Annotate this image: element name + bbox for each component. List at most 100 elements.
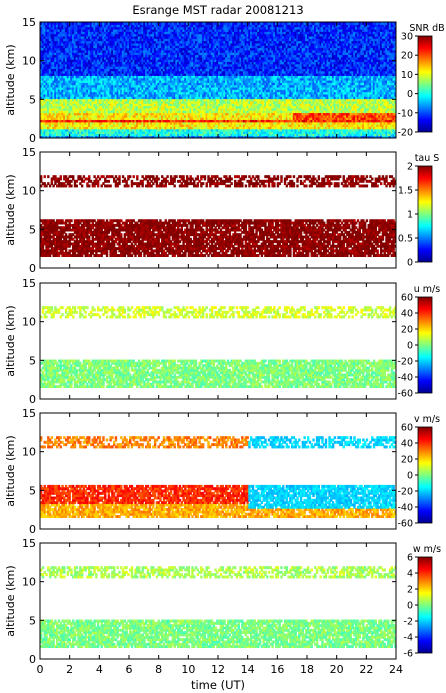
heat-cell [187,98,191,102]
heat-cell [86,96,89,100]
heat-cell [178,121,182,125]
heat-cell [54,103,57,107]
heat-cell [48,91,52,95]
heat-cell [148,63,151,67]
heat-cell [95,93,98,97]
heat-cell [169,28,173,32]
heat-cell [73,86,77,90]
heat-cell [178,84,182,88]
heat-cell [129,22,132,25]
heat-cell [207,86,210,90]
heat-cell [130,96,134,100]
heat-cell [63,77,66,81]
heat-cell [50,61,54,65]
heat-cell [82,86,86,90]
heat-cell [125,105,128,109]
heat-cell [68,107,71,111]
heat-cell [127,133,130,137]
heat-cell [178,45,182,49]
heat-cell [203,82,207,86]
heat-cell [84,56,87,60]
heat-cell [161,47,164,51]
heat-cell [164,126,167,130]
heat-cell [171,33,175,37]
heat-cell [50,112,54,116]
heat-cell [212,131,216,134]
heat-cell [216,38,219,42]
heat-cell [129,61,132,65]
heat-cell [187,49,191,53]
heat-cell [96,59,100,63]
heat-cell [129,107,132,111]
heat-cell [59,93,62,97]
heat-cell [150,61,153,65]
heat-cell [61,110,64,114]
heat-cell [185,54,189,58]
heat-cell [145,26,148,30]
heat-cell [185,96,189,100]
heat-cell [118,100,121,104]
heat-cell [54,124,57,127]
heat-cell [132,45,135,49]
heat-cell [203,33,207,37]
heat-cell [68,117,71,121]
heat-cell [162,84,166,88]
heat-cell [157,124,160,127]
heat-cell [91,49,94,53]
heat-cell [64,31,68,35]
heat-cell [139,117,143,121]
heat-cell [145,124,148,127]
heat-cell [112,112,116,116]
heat-cell [56,47,59,51]
heat-cell [141,63,144,67]
heat-cell [184,103,187,107]
heat-cell [132,121,135,125]
heat-cell [121,135,125,138]
heat-cell [212,47,216,51]
heat-cell [210,47,214,51]
heat-cell [127,82,130,86]
heat-cell [155,47,159,51]
heat-cell [70,112,73,116]
heat-cell [52,80,55,83]
heat-cell [43,73,46,76]
heat-cell [50,54,54,58]
heat-cell [194,56,198,60]
heat-cell [191,112,194,116]
heat-cell [125,126,128,130]
heat-cell [57,119,61,123]
heat-cell [212,80,216,83]
heat-cell [132,105,135,109]
heat-cell [180,33,183,37]
heat-cell [187,133,191,137]
heat-cell [61,121,64,125]
heat-cell [80,63,84,67]
heat-cell [73,89,77,93]
heat-cell [45,40,48,44]
heat-cell [164,82,167,86]
heat-cell [157,31,160,35]
heat-cell [137,126,141,130]
heat-cell [73,124,77,127]
heat-cell [166,110,169,114]
heat-cell [75,77,78,81]
heat-cell [79,70,82,74]
heat-cell [196,117,200,121]
heat-cell [59,56,62,60]
heat-cell [121,117,125,121]
heat-cell [116,42,119,46]
heat-cell [214,100,217,104]
heat-cell [216,63,219,67]
heat-cell [187,38,191,42]
heat-cell [100,119,103,123]
heat-cell [177,86,180,90]
heat-cell [180,68,183,72]
heat-cell [59,52,62,56]
heat-cell [209,63,212,67]
heat-cell [70,28,73,32]
heat-cell [41,68,45,72]
heat-cell [116,75,119,79]
heat-cell [152,124,155,127]
heat-cell [111,89,114,93]
heat-cell [104,49,107,53]
